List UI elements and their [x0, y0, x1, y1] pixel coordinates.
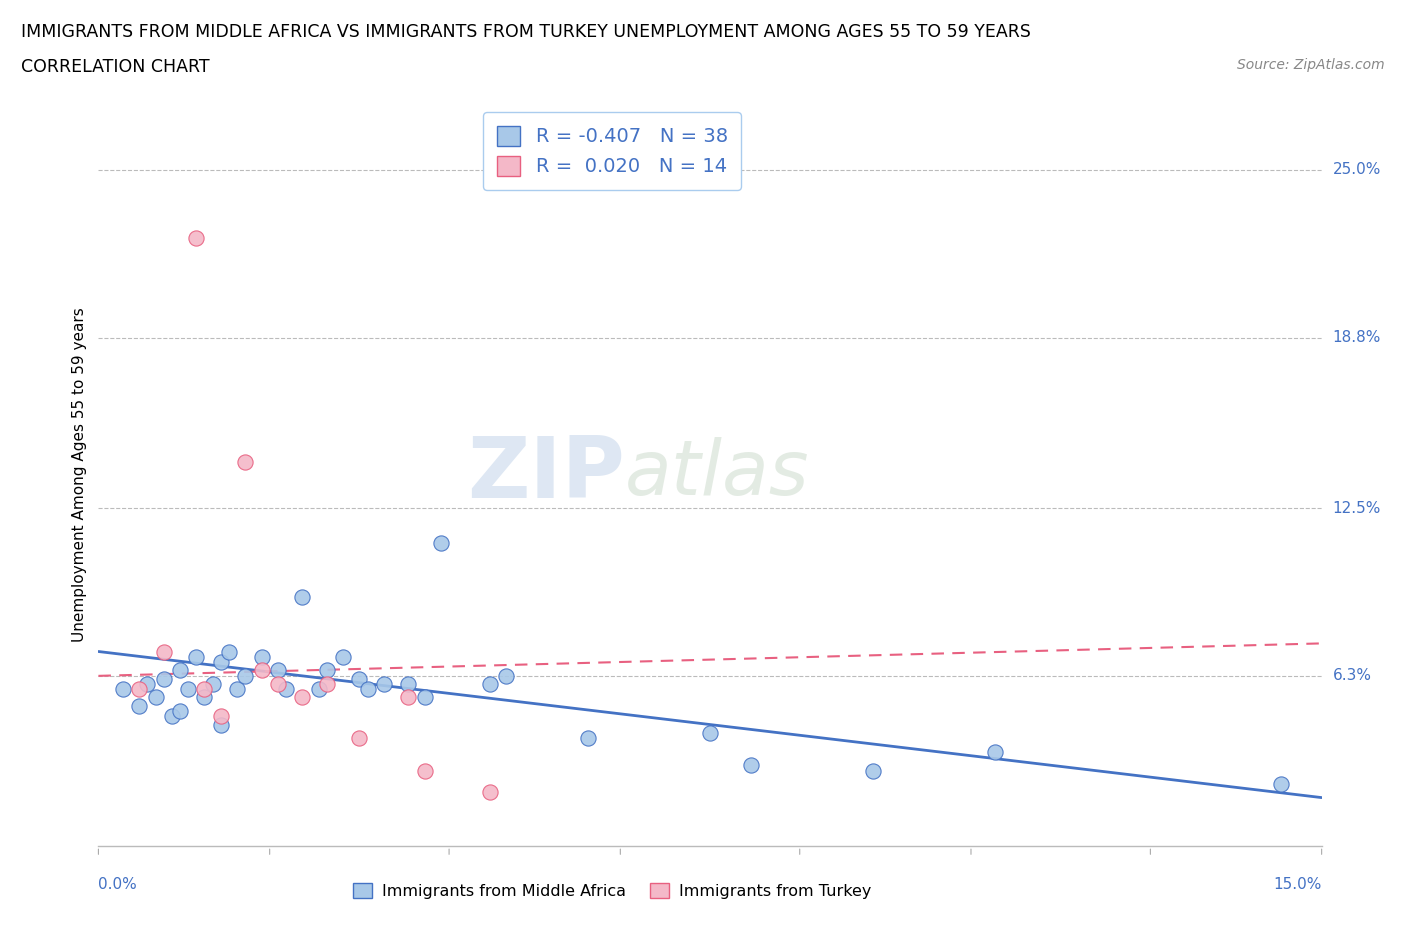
- Point: [250, 649, 273, 664]
- Point: [478, 785, 501, 800]
- Point: [373, 676, 395, 691]
- Point: [315, 676, 337, 691]
- Point: [152, 671, 174, 686]
- Point: [193, 690, 215, 705]
- Text: ZIP: ZIP: [467, 432, 624, 516]
- Point: [186, 649, 208, 664]
- Point: [356, 682, 378, 697]
- Text: 0.0%: 0.0%: [98, 877, 138, 892]
- Point: [349, 731, 371, 746]
- Point: [308, 682, 330, 697]
- Point: [111, 682, 134, 697]
- Point: [396, 690, 419, 705]
- Point: [740, 758, 762, 773]
- Point: [430, 536, 453, 551]
- Text: CORRELATION CHART: CORRELATION CHART: [21, 58, 209, 75]
- Text: IMMIGRANTS FROM MIDDLE AFRICA VS IMMIGRANTS FROM TURKEY UNEMPLOYMENT AMONG AGES : IMMIGRANTS FROM MIDDLE AFRICA VS IMMIGRA…: [21, 23, 1031, 41]
- Text: 25.0%: 25.0%: [1333, 163, 1381, 178]
- Point: [315, 663, 337, 678]
- Text: Source: ZipAtlas.com: Source: ZipAtlas.com: [1237, 58, 1385, 72]
- Point: [413, 690, 436, 705]
- Point: [576, 731, 599, 746]
- Point: [291, 690, 314, 705]
- Point: [218, 644, 240, 659]
- Point: [226, 682, 249, 697]
- Point: [233, 455, 256, 470]
- Point: [267, 676, 290, 691]
- Point: [332, 649, 354, 664]
- Point: [478, 676, 501, 691]
- Point: [145, 690, 167, 705]
- Point: [1270, 777, 1292, 791]
- Point: [177, 682, 200, 697]
- Point: [984, 744, 1007, 759]
- Text: atlas: atlas: [624, 437, 808, 512]
- Point: [267, 663, 290, 678]
- Point: [209, 655, 232, 670]
- Point: [862, 764, 884, 778]
- Point: [495, 669, 517, 684]
- Text: 6.3%: 6.3%: [1333, 669, 1372, 684]
- Point: [349, 671, 371, 686]
- Point: [699, 725, 721, 740]
- Point: [160, 709, 183, 724]
- Point: [193, 682, 215, 697]
- Point: [169, 663, 191, 678]
- Legend: Immigrants from Middle Africa, Immigrants from Turkey: Immigrants from Middle Africa, Immigrant…: [347, 877, 877, 905]
- Point: [233, 669, 256, 684]
- Point: [396, 676, 419, 691]
- Point: [209, 717, 232, 732]
- Point: [274, 682, 297, 697]
- Point: [201, 676, 224, 691]
- Point: [186, 230, 208, 245]
- Text: 15.0%: 15.0%: [1274, 877, 1322, 892]
- Point: [128, 682, 150, 697]
- Point: [128, 698, 150, 713]
- Point: [136, 676, 159, 691]
- Point: [169, 704, 191, 719]
- Text: 12.5%: 12.5%: [1333, 500, 1381, 515]
- Point: [291, 590, 314, 604]
- Text: 18.8%: 18.8%: [1333, 330, 1381, 345]
- Point: [209, 709, 232, 724]
- Point: [250, 663, 273, 678]
- Y-axis label: Unemployment Among Ages 55 to 59 years: Unemployment Among Ages 55 to 59 years: [72, 307, 87, 642]
- Point: [152, 644, 174, 659]
- Point: [413, 764, 436, 778]
